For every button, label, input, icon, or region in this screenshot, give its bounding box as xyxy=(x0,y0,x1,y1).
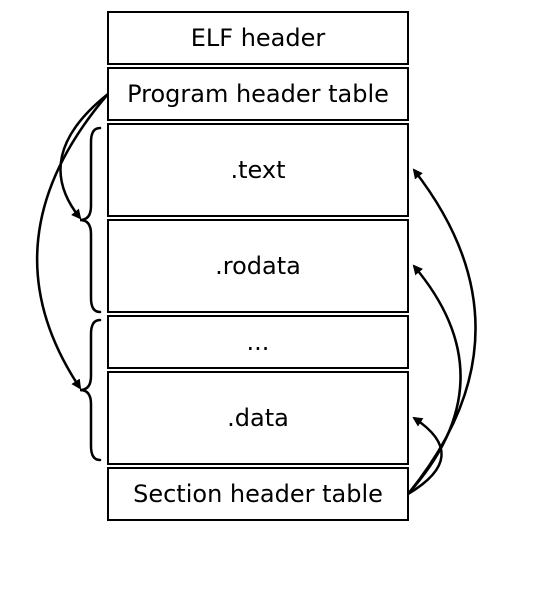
box-label-text: .text xyxy=(231,156,286,184)
box-elf-header: ELF header xyxy=(108,12,408,64)
box-label-ellipsis: ... xyxy=(247,328,270,356)
ph-to-brace-bottom xyxy=(37,94,108,388)
box-text: .text xyxy=(108,124,408,216)
box-data: .data xyxy=(108,372,408,464)
box-rodata: .rodata xyxy=(108,220,408,312)
box-section-header: Section header table xyxy=(108,468,408,520)
sh-to-rodata xyxy=(408,266,461,494)
box-label-section-header: Section header table xyxy=(133,480,383,508)
box-label-rodata: .rodata xyxy=(215,252,301,280)
elf-layout-diagram: ELF header Program header table .text .roda… xyxy=(0,0,550,599)
box-label-elf-header: ELF header xyxy=(191,24,326,52)
box-ellipsis: ... xyxy=(108,316,408,368)
box-label-data: .data xyxy=(227,404,289,432)
box-label-program-header: Program header table xyxy=(127,80,389,108)
brace-top xyxy=(80,128,100,312)
box-program-header: Program header table xyxy=(108,68,408,120)
ph-to-brace-top xyxy=(60,94,108,218)
brace-bottom xyxy=(80,320,100,460)
